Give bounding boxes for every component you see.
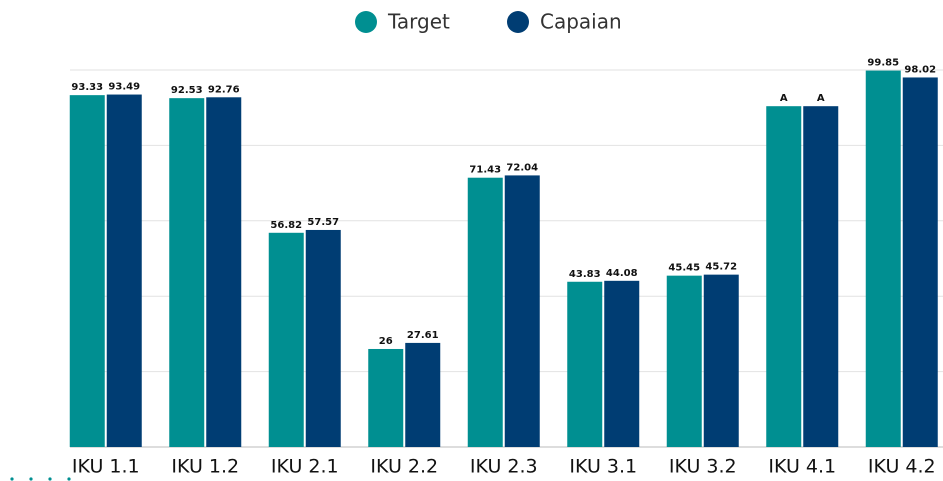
x-tick-label: IKU 3.1: [569, 456, 637, 478]
value-label: 98.02: [904, 64, 936, 75]
bar: [206, 97, 242, 447]
value-label: 44.08: [606, 268, 638, 279]
bar: [666, 275, 702, 447]
value-label: 57.57: [307, 217, 339, 228]
value-label: 92.53: [171, 85, 203, 96]
bar: [106, 94, 142, 448]
legend-swatch: [507, 11, 529, 33]
bar: [803, 106, 839, 447]
value-label: 45.72: [705, 262, 737, 273]
value-label: A: [780, 93, 788, 104]
x-tick-label: IKU 2.1: [271, 456, 339, 478]
bar: [467, 177, 503, 447]
value-label: 92.76: [208, 84, 240, 95]
value-label: A: [817, 93, 825, 104]
bar: [703, 274, 739, 447]
value-label: 99.85: [867, 58, 899, 69]
bar: [567, 281, 603, 447]
x-tick-label: IKU 4.1: [768, 456, 836, 478]
bar: [504, 175, 540, 448]
x-tick-label: IKU 1.1: [72, 456, 140, 478]
x-tick-label: IKU 3.2: [669, 456, 737, 478]
bar: [865, 70, 901, 448]
legend-label: Capaian: [540, 10, 622, 34]
value-label: 26: [379, 336, 393, 347]
legend-swatch: [355, 11, 377, 33]
bar: [902, 77, 938, 447]
value-label: 43.83: [569, 269, 601, 280]
value-label: 27.61: [407, 330, 439, 341]
bar: [169, 98, 205, 448]
bar: [69, 95, 105, 447]
bar: [766, 106, 802, 447]
value-label: 72.04: [506, 162, 538, 173]
value-label: 45.45: [668, 263, 700, 274]
value-label: 71.43: [469, 165, 501, 176]
bar: [604, 280, 640, 447]
bar: [368, 348, 404, 447]
x-tick-label: IKU 4.2: [868, 456, 936, 478]
value-label: 93.49: [108, 82, 140, 93]
value-label: 93.33: [71, 82, 103, 93]
bar: [305, 229, 341, 447]
value-label: 56.82: [270, 220, 302, 231]
x-tick-label: IKU 2.2: [370, 456, 438, 478]
decor-dots: [10, 477, 71, 481]
x-tick-label: IKU 1.2: [171, 456, 239, 478]
bar: [268, 232, 304, 447]
bar: [405, 342, 441, 447]
legend-label: Target: [387, 10, 450, 34]
x-tick-label: IKU 2.3: [470, 456, 538, 478]
